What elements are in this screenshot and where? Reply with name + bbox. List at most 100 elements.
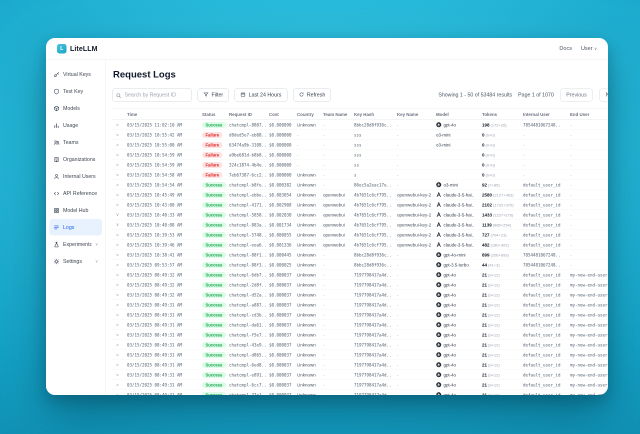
user-menu[interactable]: User ∨ [581,46,597,52]
table-row[interactable]: >03/15/2025 10:45:49 AM Success chatcmpl-e… [112,190,608,200]
table-row[interactable]: >03/15/2025 10:54:58 AM Failure 7eb67387-6… [112,170,608,180]
table-row[interactable]: >03/15/2025 10:39:53 AM Success chatcmpl-5… [112,230,608,240]
next-page-button[interactable]: Next [599,88,608,102]
table-row[interactable]: >03/15/2025 08:49:31 AM Success chatcmpl-7… [112,390,608,395]
table-row[interactable]: >03/15/2025 10:55:42 AM Failure d8ded5e7-e… [112,130,608,140]
table-row[interactable]: >03/15/2025 10:39:46 AM Success chatcmpl-e… [112,240,608,250]
cell-status: Success [202,381,229,388]
row-expand-chevron-icon[interactable]: > [116,382,119,388]
cell-model: gpt-4o [436,342,482,348]
row-expand-chevron-icon[interactable]: > [116,172,119,178]
table-row[interactable]: >03/15/2025 08:49:31 AM Success chatcmpl-6… [112,360,608,370]
cell-country: Unknown [297,212,316,218]
table-row[interactable]: >03/15/2025 08:49:31 AM Success chatcmpl-c… [112,310,608,320]
sidebar-item-usage[interactable]: Usage [50,117,103,134]
cell-tokens: 21(9+12) [482,372,500,378]
model-name: gpt-4o [443,122,456,128]
table-row[interactable]: >03/15/2025 08:49:32 AM Success chatcmpl-6… [112,270,608,280]
row-expand-chevron-icon[interactable]: > [116,202,119,208]
cell-tokens: 0(0+0) [482,162,495,168]
cell-key-hash: 8bbc28d8f936c.. [354,122,392,128]
cell-end-user: - [570,152,573,158]
table-row[interactable]: >03/15/2025 08:49:31 AM Success chatcmpl-d… [112,320,608,330]
row-expand-chevron-icon[interactable]: > [116,252,119,258]
search-input[interactable] [112,88,192,102]
cell-key-name: - [397,142,399,148]
sidebar-item-organizations[interactable]: Organizations [50,151,103,168]
table-row[interactable]: >03/15/2025 10:55:00 AM Failure 63474a9b-3… [112,140,608,150]
organizations-icon [54,156,60,162]
table-row[interactable]: >03/15/2025 08:49:32 AM Success chatcmpl-2… [112,280,608,290]
table-row[interactable]: >03/15/2025 08:49:31 AM Success chatcmpl-f… [112,330,608,340]
litellm-logo: L LiteLLM [57,43,98,54]
sidebar-item-models[interactable]: Models [50,100,103,117]
row-expand-chevron-icon[interactable]: > [116,362,119,368]
table-row[interactable]: >03/15/2025 08:49:31 AM Success chatcmpl-4… [112,340,608,350]
sidebar-item-experimental[interactable]: Experimental ∨ [50,236,103,253]
sidebar-item-internal-users[interactable]: Internal Users [50,168,103,185]
table-row[interactable]: >03/15/2025 10:43:00 AM Success chatcmpl-4… [112,200,608,210]
row-expand-chevron-icon[interactable]: > [116,392,119,395]
table-row[interactable]: >03/15/2025 08:49:32 AM Success chatcmpl-d… [112,290,608,300]
row-expand-chevron-icon[interactable]: > [116,182,119,188]
table-row[interactable]: >03/15/2025 09:53:57 AM Success chatcmpl-8… [112,260,608,270]
table-row[interactable]: >03/15/2025 11:02:10 AM Success chatcmpl-8… [112,120,608,130]
status-badge: Success [202,331,226,338]
cell-team-name: - [323,182,325,188]
row-expand-chevron-icon[interactable]: > [116,122,119,128]
filter-button[interactable]: Filter [197,88,230,102]
table-row[interactable]: >03/15/2025 08:49:31 AM Success chatcmpl-6… [112,380,608,390]
row-expand-chevron-icon[interactable]: > [116,352,119,358]
refresh-button[interactable]: Refresh [292,88,332,102]
cell-model: claude-3-5-hai.. [436,212,482,218]
docs-link[interactable]: Docs [559,45,572,52]
table-row[interactable]: ∨ 03/15/2025 10:40:33 AM Success chatcmpl-5… [112,210,608,220]
row-expand-chevron-icon[interactable]: > [116,272,119,278]
table-row[interactable]: >03/15/2025 08:49:31 AM Success chatcmpl-d… [112,350,608,360]
sidebar-item-api-reference[interactable]: API Reference [50,185,103,202]
row-expand-chevron-icon[interactable]: > [116,322,119,328]
row-collapse-chevron-icon[interactable]: ∨ [115,222,120,227]
time-range-button[interactable]: Last 24 Hours [234,88,288,102]
sidebar-item-virtual-keys[interactable]: Virtual Keys [50,66,103,83]
table-row[interactable]: >03/15/2025 10:54:54 AM Success chatcmpl-b… [112,180,608,190]
cell-country: Unknown [297,362,316,368]
sidebar-item-teams[interactable]: Teams [50,134,103,151]
row-expand-chevron-icon[interactable]: > [116,152,119,158]
table-row[interactable]: >03/15/2025 10:38:41 AM Success chatcmpl-8… [112,250,608,260]
row-expand-chevron-icon[interactable]: > [116,192,119,198]
table-row[interactable]: >03/15/2025 10:54:59 AM Failure a9be681d-b… [112,150,608,160]
sidebar-item-test-key[interactable]: Test Key [50,83,103,100]
cell-status: Failure [202,161,229,168]
cell-country: Unknown [297,172,316,178]
row-expand-chevron-icon[interactable]: > [116,232,119,238]
table-row[interactable]: >03/15/2025 10:54:59 AM Failure 324c1874-4… [112,160,608,170]
table-row[interactable]: >03/15/2025 08:49:31 AM Success chatcmpl-e… [112,370,608,380]
status-badge: Success [202,231,226,238]
row-expand-chevron-icon[interactable]: > [116,342,119,348]
sidebar-item-settings[interactable]: Settings ∨ [50,253,103,270]
status-badge: Success [202,191,226,198]
sidebar-item-model-hub[interactable]: Model Hub [50,202,103,219]
row-expand-chevron-icon[interactable]: > [116,292,119,298]
row-expand-chevron-icon[interactable]: > [116,282,119,288]
row-expand-chevron-icon[interactable]: > [116,332,119,338]
row-expand-chevron-icon[interactable]: > [116,242,119,248]
table-row[interactable]: ∨ 03/15/2025 10:40:08 AM Success chatcmpl-8… [112,220,608,230]
sidebar-item-logs[interactable]: Logs [49,219,102,236]
cell-tokens: 21(9+12) [482,362,500,368]
row-expand-chevron-icon[interactable]: > [116,262,119,268]
row-expand-chevron-icon[interactable]: > [116,142,119,148]
sidebar-item-label: Test Key [63,88,84,95]
row-expand-chevron-icon[interactable]: > [116,132,119,138]
cell-request-id: 63474a9b-3108.. [229,142,267,148]
row-expand-chevron-icon[interactable]: > [116,372,119,378]
cell-cost: $0.000037 [269,272,292,278]
row-expand-chevron-icon[interactable]: > [116,302,119,308]
table-row[interactable]: >03/15/2025 08:49:31 AM Success chatcmpl-a… [112,300,608,310]
row-expand-chevron-icon[interactable]: > [116,162,119,168]
previous-page-button[interactable]: Previous [559,88,594,102]
row-collapse-chevron-icon[interactable]: ∨ [115,212,120,217]
openai-icon [436,392,442,395]
row-expand-chevron-icon[interactable]: > [116,312,119,318]
